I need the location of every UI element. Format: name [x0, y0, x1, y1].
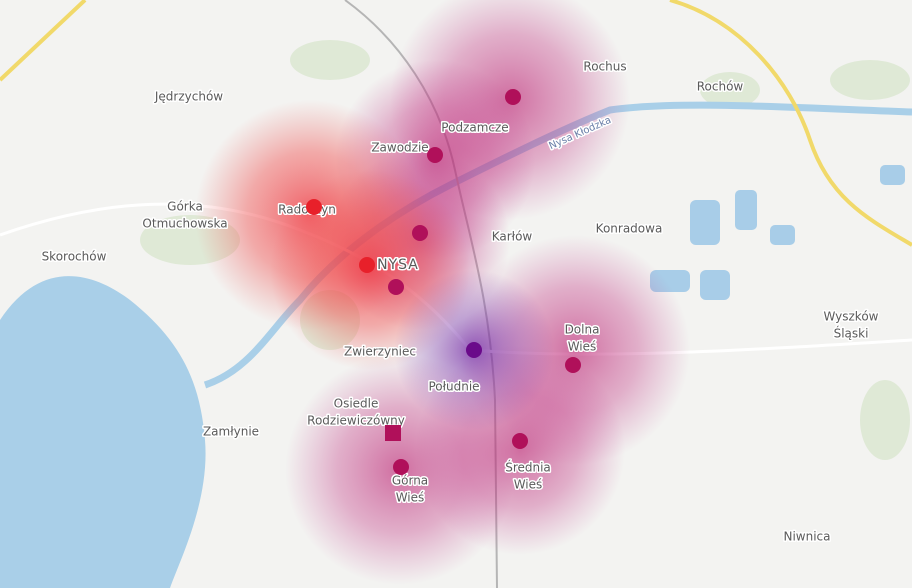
- marker[interactable]: [359, 257, 375, 273]
- place-label: Wieś: [514, 478, 543, 492]
- place-label: Rochów: [697, 80, 744, 94]
- markers: [306, 89, 581, 475]
- place-label: Górka: [167, 200, 203, 214]
- marker[interactable]: [393, 459, 409, 475]
- place-label: Jędrzychów: [154, 90, 223, 104]
- road: [669, 0, 912, 247]
- marker[interactable]: [512, 433, 528, 449]
- place-label: Górna: [392, 474, 428, 488]
- place-label: Zwierzyniec: [344, 345, 416, 359]
- place-label: Zawodzie: [371, 141, 428, 155]
- marker[interactable]: [412, 225, 428, 241]
- place-label: Rodziewiczówny: [307, 414, 405, 428]
- marker[interactable]: [385, 425, 401, 441]
- place-label: Karłów: [492, 230, 533, 244]
- marker[interactable]: [466, 342, 482, 358]
- place-label: NYSA: [377, 257, 419, 273]
- place-label: Wieś: [568, 340, 597, 354]
- place-label: Konradowa: [596, 222, 663, 236]
- place-label: Skorochów: [42, 250, 107, 264]
- place-label: Dolna: [565, 323, 600, 337]
- place-label: Otmuchowska: [142, 217, 227, 231]
- place-label: Podzamcze: [441, 121, 508, 135]
- marker[interactable]: [388, 279, 404, 295]
- place-label: Śląski: [834, 326, 869, 341]
- marker[interactable]: [565, 357, 581, 373]
- road: [0, 0, 87, 82]
- marker[interactable]: [505, 89, 521, 105]
- marker[interactable]: [306, 199, 322, 215]
- place-label: Niwnica: [783, 530, 830, 544]
- place-label: Południe: [428, 380, 479, 394]
- place-label: Rochus: [583, 60, 626, 74]
- lake: [0, 276, 206, 588]
- place-labels: Jędrzychów Rochus Rochów Podzamcze Zawodzie N…: [40, 58, 880, 545]
- place-label: Osiedle: [334, 397, 379, 411]
- place-label: Średnia: [505, 460, 551, 475]
- place-label: Zamłynie: [203, 425, 259, 439]
- place-label: Wieś: [396, 491, 425, 505]
- marker[interactable]: [427, 147, 443, 163]
- place-label: Wyszków: [824, 310, 879, 324]
